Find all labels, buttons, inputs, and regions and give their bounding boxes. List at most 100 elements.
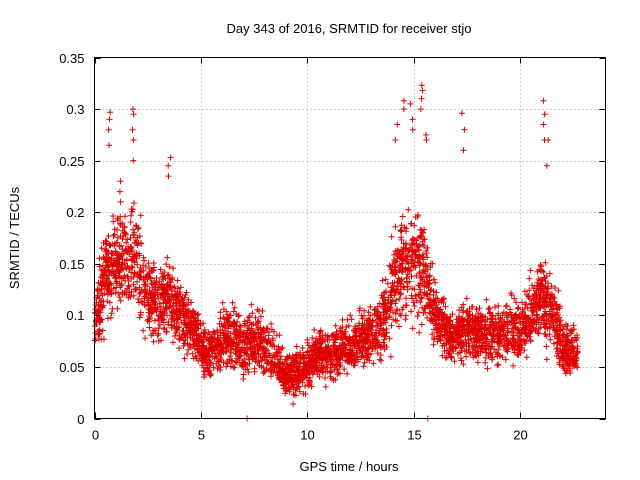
data-point <box>381 306 388 313</box>
data-point <box>444 316 451 323</box>
data-point <box>433 302 440 308</box>
data-point <box>352 333 358 340</box>
data-point <box>267 373 274 380</box>
data-point <box>417 289 424 296</box>
data-point <box>570 326 577 333</box>
data-point <box>383 344 390 350</box>
data-point <box>168 287 175 294</box>
data-point <box>107 314 114 321</box>
data-point <box>151 317 158 324</box>
data-point <box>421 283 428 290</box>
data-point <box>515 336 522 343</box>
data-point <box>359 334 366 341</box>
data-point <box>482 359 489 366</box>
data-point <box>106 281 113 288</box>
data-point <box>167 154 174 161</box>
data-point <box>96 309 103 316</box>
data-point <box>361 321 368 328</box>
data-point <box>109 305 116 312</box>
data-point <box>361 307 368 314</box>
data-point <box>489 343 496 350</box>
data-point <box>416 262 423 269</box>
data-point <box>387 289 394 296</box>
data-point <box>200 344 207 351</box>
data-point <box>116 259 123 265</box>
data-point <box>419 241 426 248</box>
data-point <box>513 315 520 322</box>
data-point <box>146 324 153 331</box>
data-point <box>379 277 386 284</box>
data-point <box>503 310 510 317</box>
data-point <box>461 126 468 133</box>
data-point <box>174 277 181 284</box>
data-point <box>128 212 134 219</box>
data-point <box>488 332 495 339</box>
data-point <box>429 260 436 267</box>
data-point <box>250 321 257 327</box>
data-point <box>155 295 162 302</box>
data-point <box>401 224 408 231</box>
data-point <box>296 363 303 370</box>
data-point <box>560 323 567 330</box>
data-point <box>472 331 479 338</box>
data-point <box>332 322 339 329</box>
data-point <box>444 354 450 361</box>
data-point <box>149 330 156 337</box>
data-point <box>325 343 332 350</box>
data-point <box>259 339 266 346</box>
data-point <box>219 323 226 330</box>
data-point <box>292 392 299 399</box>
data-point <box>295 375 301 382</box>
data-point <box>135 240 142 246</box>
data-point <box>534 268 541 275</box>
data-point <box>545 302 552 309</box>
data-point <box>530 317 537 324</box>
data-point <box>292 369 299 376</box>
data-point <box>532 299 539 306</box>
data-point <box>136 291 143 297</box>
data-point <box>430 276 437 283</box>
data-point <box>314 359 321 366</box>
data-point <box>248 351 255 358</box>
data-point <box>346 337 353 344</box>
data-point <box>155 338 162 344</box>
data-point <box>185 346 192 353</box>
data-point <box>373 319 380 326</box>
data-point <box>158 303 165 310</box>
data-point <box>188 299 195 306</box>
data-point <box>397 280 404 287</box>
data-point <box>394 318 401 324</box>
data-point <box>460 361 467 368</box>
data-point <box>110 218 117 225</box>
data-point <box>146 265 153 272</box>
data-point <box>322 375 329 381</box>
data-point <box>400 106 407 113</box>
data-point <box>200 320 207 327</box>
data-point <box>165 271 172 278</box>
data-point <box>341 366 348 373</box>
data-point <box>360 343 367 350</box>
data-point <box>560 363 567 370</box>
data-point <box>249 310 256 317</box>
data-point <box>392 248 399 254</box>
data-point <box>244 317 251 324</box>
x-tick-label: 10 <box>300 428 314 443</box>
data-point <box>180 327 187 334</box>
data-point <box>231 319 238 326</box>
data-point <box>365 320 372 327</box>
data-point <box>568 337 575 344</box>
data-point <box>567 356 574 363</box>
data-point <box>150 307 157 314</box>
y-tick-label: 0.35 <box>59 51 84 66</box>
data-point <box>423 137 430 143</box>
data-point <box>394 121 401 128</box>
data-point <box>460 301 467 308</box>
data-point <box>156 300 163 307</box>
data-point <box>145 260 152 267</box>
data-point <box>229 342 236 349</box>
data-point <box>314 354 321 361</box>
data-point <box>516 329 523 336</box>
data-point <box>555 287 562 294</box>
data-point <box>530 325 537 332</box>
data-point <box>294 351 300 358</box>
